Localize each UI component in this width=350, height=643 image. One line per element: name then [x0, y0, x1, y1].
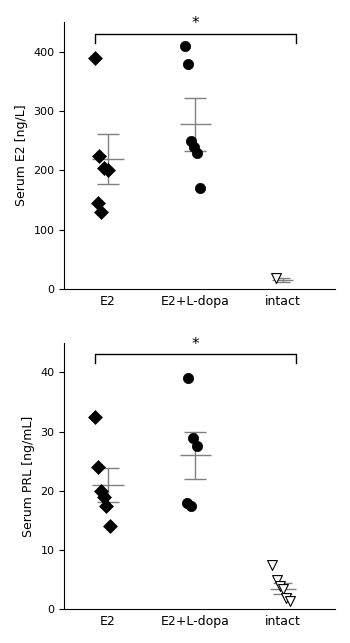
- Point: [92, 53, 98, 63]
- Point: [188, 500, 194, 511]
- Point: [270, 560, 275, 570]
- Text: *: *: [191, 337, 199, 352]
- Point: [197, 183, 203, 194]
- Point: [191, 141, 196, 152]
- Y-axis label: Serum E2 [ng/L]: Serum E2 [ng/L]: [15, 105, 28, 206]
- Point: [92, 412, 98, 422]
- Point: [107, 521, 113, 532]
- Point: [95, 198, 100, 208]
- Point: [101, 163, 106, 173]
- Point: [186, 59, 191, 69]
- Point: [101, 492, 106, 502]
- Point: [274, 575, 279, 585]
- Point: [287, 595, 292, 606]
- Point: [98, 485, 104, 496]
- Point: [184, 498, 189, 508]
- Point: [194, 147, 200, 158]
- Point: [190, 432, 196, 442]
- Point: [98, 207, 104, 217]
- Point: [283, 592, 289, 602]
- Point: [194, 441, 200, 451]
- Point: [97, 150, 102, 161]
- Point: [186, 373, 191, 383]
- Point: [277, 581, 283, 591]
- Point: [188, 136, 194, 146]
- Point: [105, 165, 111, 176]
- Text: *: *: [191, 17, 199, 32]
- Point: [280, 584, 286, 594]
- Point: [182, 41, 188, 51]
- Point: [95, 462, 100, 473]
- Point: [273, 273, 279, 284]
- Point: [104, 500, 109, 511]
- Y-axis label: Serum PRL [ng/mL]: Serum PRL [ng/mL]: [22, 415, 35, 537]
